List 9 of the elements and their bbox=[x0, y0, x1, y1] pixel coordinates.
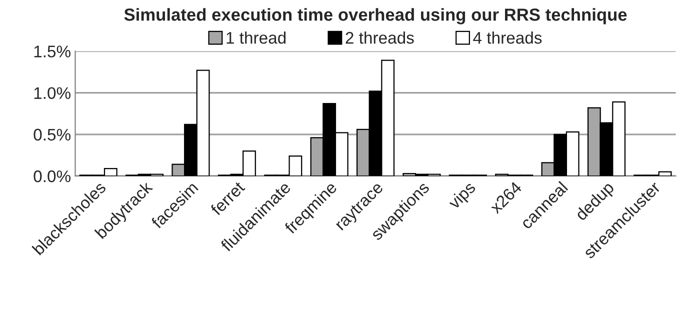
y-tick-label: 0.5% bbox=[34, 128, 70, 141]
legend-label: 4 threads bbox=[473, 31, 542, 44]
y-tick-label: 1.0% bbox=[34, 87, 70, 100]
legend-label: 1 thread bbox=[226, 31, 286, 44]
chart-title: Simulated execution time overhead using our RRS technique bbox=[124, 8, 627, 24]
y-tick-label: 1.5% bbox=[34, 46, 70, 58]
legend-label: 2 threads bbox=[346, 31, 414, 44]
x-tick-label: vips bbox=[446, 180, 478, 212]
y-tick-label: 0.0% bbox=[34, 170, 70, 182]
